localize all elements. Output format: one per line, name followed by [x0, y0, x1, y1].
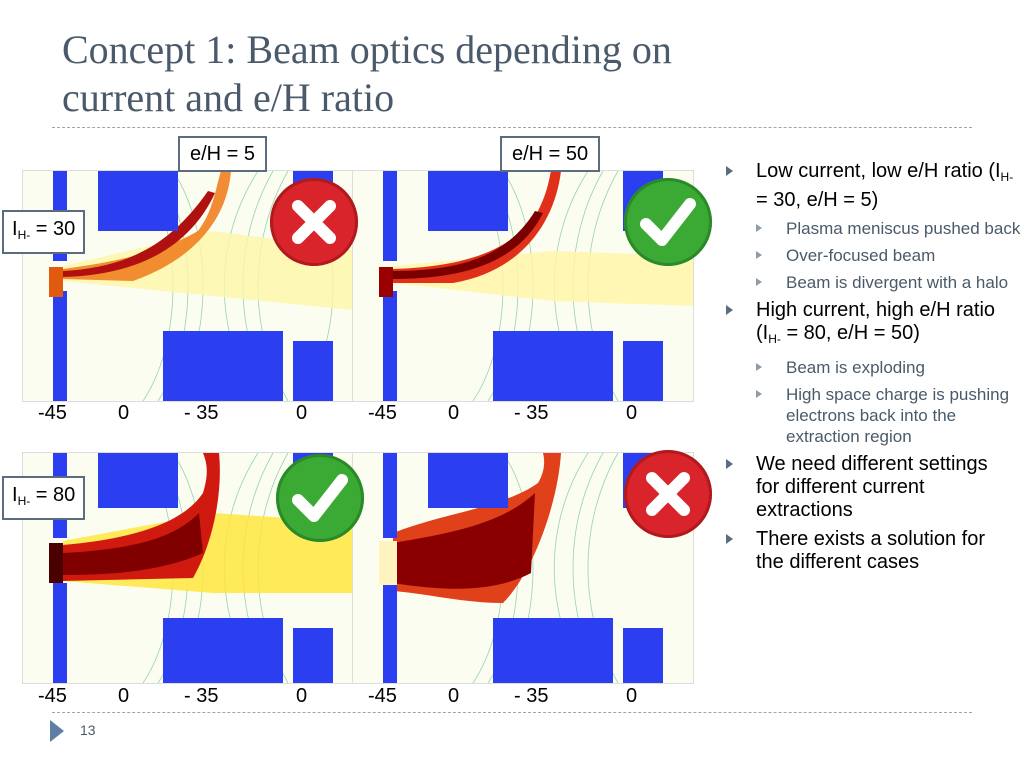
bullet-text: = 80, e/H = 50)	[780, 322, 920, 344]
title-line-2: current and e/H ratio	[62, 75, 395, 120]
success-check-icon	[624, 178, 712, 266]
axis-labels-top-left: -45 0 - 35 0	[38, 402, 358, 426]
title-line-1: Concept 1: Beam optics depending on	[62, 27, 672, 72]
bullet-different-settings: We need different settings for different…	[724, 453, 1016, 522]
axis-label: - 35	[514, 685, 549, 707]
ih-label-30: IH- = 30	[2, 210, 86, 254]
bullet-triangle-icon	[756, 224, 762, 232]
subbullet: Plasma meniscus pushed back	[754, 218, 1024, 239]
subbullet: Beam is divergent with a halo	[754, 272, 1024, 293]
page-arrow-icon	[50, 720, 64, 742]
bullet-text: Low current, low e/H ratio (I	[756, 160, 1001, 182]
axis-label: 0	[118, 685, 130, 707]
bottom-divider	[52, 712, 972, 713]
subbullet: Beam is exploding	[754, 357, 1024, 378]
bullet-list: Low current, low e/H ratio (IH- = 30, e/…	[724, 160, 1020, 580]
axis-label: -45	[368, 402, 397, 424]
ih-label-80: IH- = 80	[2, 476, 86, 520]
bullet-triangle-icon	[726, 166, 733, 176]
bullet-subscript: H-	[768, 332, 781, 346]
subbullet-text: Beam is exploding	[786, 358, 925, 377]
bullet-text: We need different settings for different…	[756, 453, 988, 521]
bullet-triangle-icon	[756, 390, 762, 398]
subbullet-text: Plasma meniscus pushed back	[786, 219, 1021, 238]
bullet-solution-exists: There exists a solution for the differen…	[724, 528, 1016, 574]
slide-title: Concept 1: Beam optics depending on curr…	[62, 26, 962, 122]
bullet-triangle-icon	[756, 278, 762, 286]
axis-label: -45	[368, 685, 397, 707]
subbullet: High space charge is pushing electrons b…	[754, 384, 1024, 447]
ih-symbol: I	[12, 218, 18, 240]
axis-label: 0	[296, 685, 308, 707]
axis-label: -45	[38, 402, 67, 424]
success-check-icon	[276, 454, 364, 542]
subbullet-text: High space charge is pushing electrons b…	[786, 385, 1010, 446]
ih-value: = 80	[30, 484, 76, 506]
eh-label-high: e/H = 50	[500, 136, 601, 172]
axis-label: 0	[626, 402, 638, 424]
axis-labels-bottom-left: -45 0 - 35 0	[38, 685, 358, 709]
sim-panel-low-current-high-eh	[352, 170, 694, 402]
eh-label-low: e/H = 5	[178, 136, 268, 172]
bullet-triangle-icon	[726, 305, 733, 315]
axis-label: 0	[448, 685, 460, 707]
bullet-triangle-icon	[756, 251, 762, 259]
bullet-subscript: H-	[1000, 170, 1014, 184]
fail-x-icon	[270, 178, 358, 266]
bullet-text: = 30, e/H = 5)	[756, 189, 879, 211]
axis-label: 0	[296, 402, 308, 424]
bullet-triangle-icon	[756, 363, 762, 371]
axis-labels-bottom-right: -45 0 - 35 0	[368, 685, 688, 709]
ih-symbol: I	[12, 484, 18, 506]
page-number: 13	[80, 722, 96, 738]
axis-label: 0	[626, 685, 638, 707]
axis-label: 0	[118, 402, 130, 424]
sim-plot-2	[353, 171, 693, 401]
bullet-low-current: Low current, low e/H ratio (IH- = 30, e/…	[724, 160, 1016, 212]
bullet-triangle-icon	[726, 459, 733, 469]
subbullet-text: Beam is divergent with a halo	[786, 273, 1009, 292]
subbullet-text: Over-focused beam	[786, 246, 936, 265]
axis-label: - 35	[514, 402, 549, 424]
ih-subscript: H-	[17, 494, 31, 508]
electrodes-4	[383, 453, 663, 683]
top-divider	[52, 127, 972, 128]
fail-x-icon	[624, 450, 712, 538]
axis-label: - 35	[184, 402, 219, 424]
axis-label: - 35	[184, 685, 219, 707]
axis-labels-top-right: -45 0 - 35 0	[368, 402, 688, 426]
axis-label: -45	[38, 685, 67, 707]
bullet-text: There exists a solution for the differen…	[756, 528, 985, 573]
ih-subscript: H-	[17, 228, 31, 242]
bullet-high-current: High current, high e/H ratio (IH- = 80, …	[724, 299, 1016, 351]
subbullet: Over-focused beam	[754, 245, 1024, 266]
axis-label: 0	[448, 402, 460, 424]
electrodes-2	[383, 171, 663, 401]
ih-value: = 30	[30, 218, 76, 240]
bullet-triangle-icon	[726, 534, 733, 544]
bullet-text: High current, high e/H ratio (I	[756, 299, 996, 344]
